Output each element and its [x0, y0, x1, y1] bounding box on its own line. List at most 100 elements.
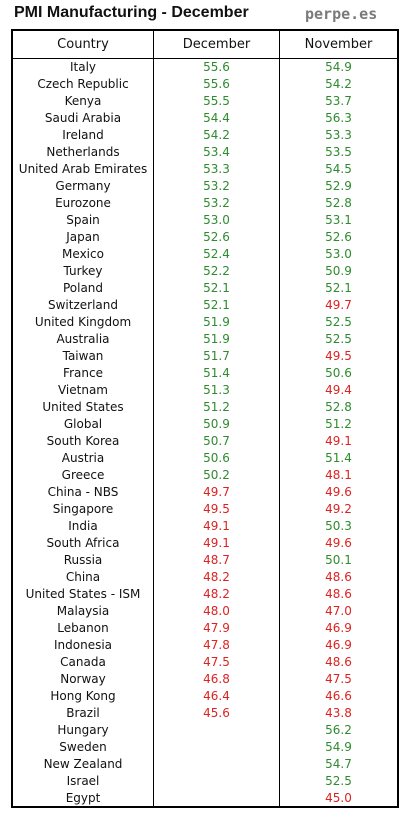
november-value: 54.9 [325, 60, 352, 74]
country-cell: Norway [60, 672, 106, 686]
country-cell: Canada [60, 655, 106, 669]
december-value [154, 773, 279, 790]
country-cell: Saudi Arabia [44, 111, 122, 125]
country-cell: Turkey [63, 264, 103, 278]
november-value: 49.1 [325, 434, 352, 448]
november-value: 54.7 [325, 757, 352, 771]
table-row: Egypt 45.0 [13, 790, 397, 807]
december-value: 52.1 [203, 281, 230, 295]
table-row: Saudi Arabia 54.4 56.3 [13, 110, 397, 127]
country-cell: Global [63, 417, 103, 431]
country-cell: South Africa [46, 536, 120, 550]
country-cell: Malaysia [56, 604, 110, 618]
november-value: 49.6 [325, 485, 352, 499]
december-value [154, 739, 279, 756]
country-cell: United States - ISM [25, 587, 141, 601]
table-row: Germany 53.2 52.9 [13, 178, 397, 195]
table-row: United Kingdom 51.9 52.5 [13, 314, 397, 331]
december-value: 47.9 [203, 621, 230, 635]
table-row: United States 51.2 52.8 [13, 399, 397, 416]
table-row: United Arab Emirates 53.3 54.5 [13, 161, 397, 178]
november-value: 54.9 [325, 740, 352, 754]
table-row: Ireland 54.2 53.3 [13, 127, 397, 144]
november-value: 52.8 [325, 196, 352, 210]
country-cell: Germany [55, 179, 111, 193]
december-value: 45.6 [203, 706, 230, 720]
december-value: 53.4 [203, 145, 230, 159]
december-value: 50.7 [203, 434, 230, 448]
december-value [154, 756, 279, 773]
country-cell: India [68, 519, 98, 533]
november-value: 52.6 [325, 230, 352, 244]
table-row: Malaysia 48.0 47.0 [13, 603, 397, 620]
table-row: Kenya 55.5 53.7 [13, 93, 397, 110]
table-row: United States - ISM 48.2 48.6 [13, 586, 397, 603]
november-value: 49.4 [325, 383, 352, 397]
december-value: 53.2 [203, 179, 230, 193]
december-value [154, 790, 279, 807]
table-row: Australia 51.9 52.5 [13, 331, 397, 348]
november-value: 50.9 [325, 264, 352, 278]
country-cell: Taiwan [62, 349, 104, 363]
december-value [154, 722, 279, 739]
december-value: 50.6 [203, 451, 230, 465]
november-value: 50.3 [325, 519, 352, 533]
table-body: Italy 55.6 54.9 Czech Republic 55.6 54.2 Kenya… [13, 59, 397, 806]
december-value: 55.6 [203, 60, 230, 74]
november-value: 43.8 [325, 706, 352, 720]
country-cell: Lebanon [57, 621, 109, 635]
november-value: 48.6 [325, 587, 352, 601]
country-cell: Switzerland [48, 298, 118, 312]
december-value: 48.0 [203, 604, 230, 618]
november-value: 56.2 [325, 723, 352, 737]
december-value: 54.4 [203, 111, 230, 125]
november-value: 52.9 [325, 179, 352, 193]
december-value: 49.1 [203, 536, 230, 550]
december-value: 53.0 [203, 213, 230, 227]
table-row: Mexico 52.4 53.0 [13, 246, 397, 263]
country-cell: Indonesia [53, 638, 113, 652]
december-value: 51.7 [203, 349, 230, 363]
november-value: 53.3 [325, 128, 352, 142]
table-row: Austria 50.6 51.4 [13, 450, 397, 467]
november-value: 47.0 [325, 604, 352, 618]
country-cell: United Arab Emirates [18, 162, 148, 176]
december-value: 47.8 [203, 638, 230, 652]
november-value: 48.6 [325, 655, 352, 669]
december-value: 49.5 [203, 502, 230, 516]
country-cell: Ireland [62, 128, 104, 142]
table-row: Singapore 49.5 49.2 [13, 501, 397, 518]
december-value: 55.5 [203, 94, 230, 108]
november-value: 46.6 [325, 689, 352, 703]
table-row: Spain 53.0 53.1 [13, 212, 397, 229]
table-row: Lebanon 47.9 46.9 [13, 620, 397, 637]
november-value: 48.1 [325, 468, 352, 482]
november-value: 53.0 [325, 247, 352, 261]
december-value: 50.2 [203, 468, 230, 482]
country-cell: United Kingdom [34, 315, 132, 329]
country-cell: Poland [62, 281, 104, 295]
table-row: Vietnam 51.3 49.4 [13, 382, 397, 399]
table-row: Taiwan 51.7 49.5 [13, 348, 397, 365]
december-value: 49.1 [203, 519, 230, 533]
country-cell: China - NBS [47, 485, 119, 499]
table-row: Canada 47.5 48.6 [13, 654, 397, 671]
table-row: South Africa 49.1 49.6 [13, 535, 397, 552]
december-value: 52.6 [203, 230, 230, 244]
table-row: Norway 46.8 47.5 [13, 671, 397, 688]
december-value: 52.4 [203, 247, 230, 261]
table-row: Turkey 52.2 50.9 [13, 263, 397, 280]
pmi-table: Country December November Italy 55.6 54.9 C… [11, 29, 399, 808]
country-cell: Egypt [65, 791, 101, 805]
table-row: France 51.4 50.6 [13, 365, 397, 382]
november-value: 48.6 [325, 570, 352, 584]
chart-title: PMI Manufacturing - December [14, 4, 249, 21]
december-value: 52.1 [203, 298, 230, 312]
table-row: China 48.2 48.6 [13, 569, 397, 586]
december-value: 51.9 [203, 315, 230, 329]
country-cell: France [63, 366, 103, 380]
country-cell: Czech Republic [37, 77, 129, 91]
table-row: Brazil 45.6 43.8 [13, 705, 397, 722]
november-value: 53.1 [325, 213, 352, 227]
december-value: 51.9 [203, 332, 230, 346]
